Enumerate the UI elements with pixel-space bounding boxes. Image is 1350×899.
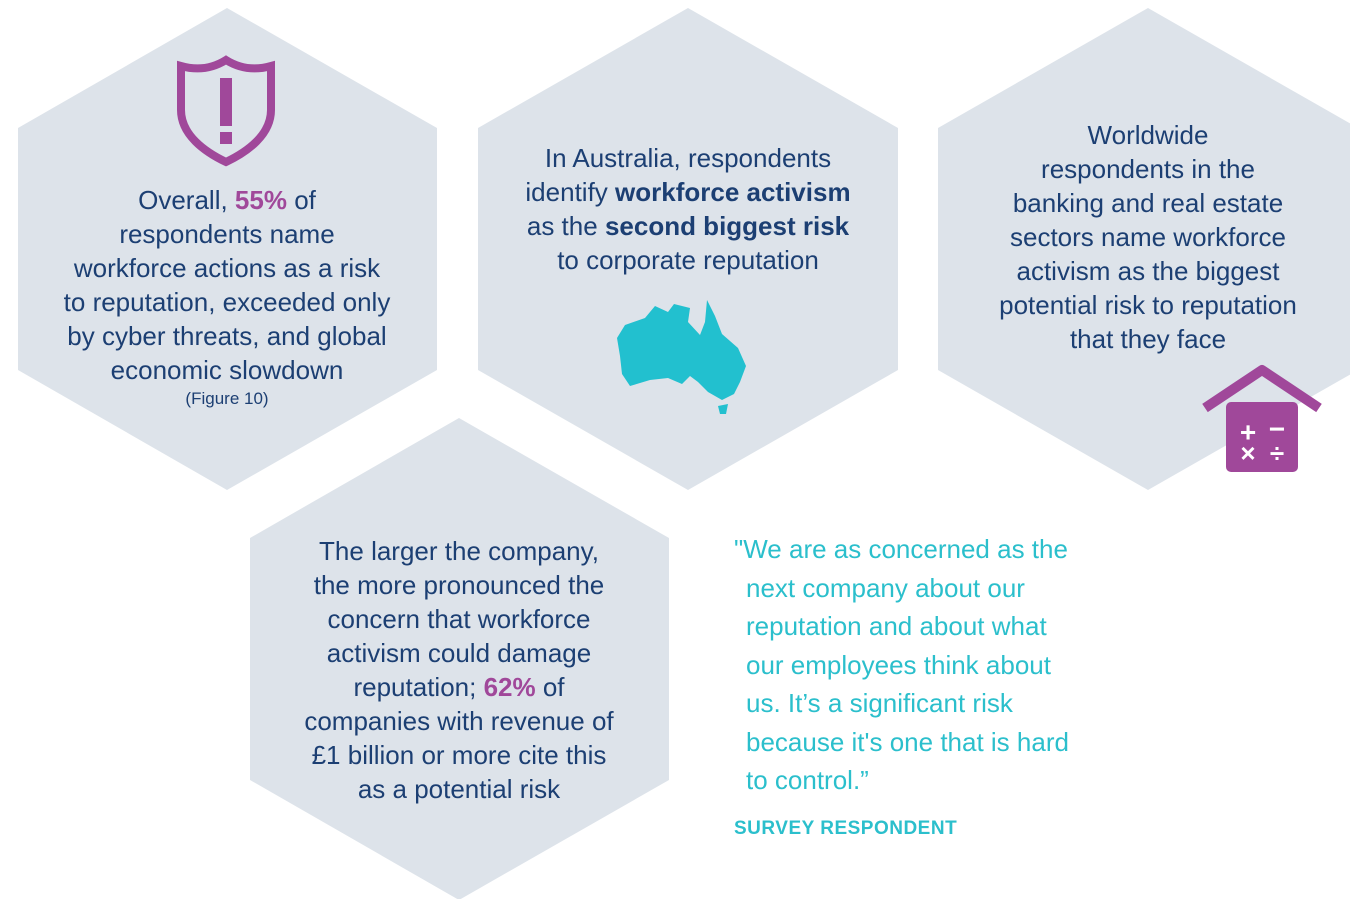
text-line: as the second biggest risk <box>488 209 888 243</box>
svg-text:+: + <box>1240 416 1256 447</box>
quote-line: our employees think about <box>746 649 1051 680</box>
text-line: to corporate reputation <box>488 243 888 277</box>
svg-text:÷: ÷ <box>1270 438 1284 468</box>
hexagon <box>938 8 1350 490</box>
quote: "We are as concerned as the next company … <box>734 530 1069 800</box>
text-line: sectors name workforce <box>948 220 1348 254</box>
text-line: identify workforce activism <box>488 175 888 209</box>
text-line: reputation; 62% of <box>259 670 659 704</box>
text-run: Overall, <box>138 185 235 215</box>
text-line: £1 billion or more cite this <box>259 738 659 772</box>
hexagon <box>478 8 898 490</box>
text-run: workforce actions as a risk <box>73 253 381 283</box>
quote-line: because it's one that is hard <box>746 726 1069 757</box>
text-line: respondents name <box>27 217 427 251</box>
text-run: respondents name <box>119 219 335 249</box>
text-run: reputation; <box>353 672 484 702</box>
text-run: by cyber threats, and global <box>67 321 387 351</box>
text-line: In Australia, respondents <box>488 141 888 175</box>
quote-line: to control.” <box>746 765 869 795</box>
text-run: respondents in the <box>1041 154 1255 184</box>
text-run: that they face <box>1069 324 1227 354</box>
text-line: respondents in the <box>948 152 1348 186</box>
text-run: the more pronounced the <box>313 570 605 600</box>
text-run: companies with revenue of <box>304 706 614 736</box>
text-run: as the <box>526 211 605 241</box>
hexagon-text: The larger the company, the more pronounc… <box>259 534 659 806</box>
house-calculator-icon: + − × ÷ <box>1202 365 1322 472</box>
hexagon-text: Overall, 55% of respondents name workforce… <box>27 183 427 411</box>
text-run: identify <box>525 177 616 207</box>
text-run: In Australia, respondents <box>544 143 832 173</box>
emphasis-run: second biggest risk <box>604 211 850 241</box>
text-run: Worldwide <box>1087 120 1209 150</box>
hexagon-text: In Australia, respondents identify workfo… <box>488 141 888 277</box>
text-run: to reputation, exceeded only <box>63 287 391 317</box>
text-run: banking and real estate <box>1012 188 1284 218</box>
quote-line: "We are as concerned as the <box>734 534 1068 564</box>
text-line: that they face <box>948 322 1348 356</box>
text-line: activism could damage <box>259 636 659 670</box>
text-line: The larger the company, <box>259 534 659 568</box>
text-line: banking and real estate <box>948 186 1348 220</box>
text-line: to reputation, exceeded only <box>27 285 427 319</box>
quote-line: us. It’s a significant risk <box>746 688 1013 718</box>
quote-line: next company about our <box>746 572 1025 603</box>
hexagon <box>18 8 437 490</box>
text-run: economic slowdown <box>110 355 344 385</box>
text-line: as a potential risk <box>259 772 659 806</box>
text-run: activism as the biggest <box>1016 256 1280 286</box>
emphasis-run: 55% <box>234 185 287 215</box>
emphasis-run: workforce activism <box>615 177 851 207</box>
quote-line: reputation and about what <box>746 611 1047 641</box>
australia-icon <box>617 300 746 414</box>
shield-icon <box>177 55 275 167</box>
text-run: The larger the company, <box>319 536 599 566</box>
svg-text:×: × <box>1240 438 1255 468</box>
text-line: companies with revenue of <box>259 704 659 738</box>
text-run: £1 billion or more cite this <box>311 740 607 770</box>
emphasis-run: 62% <box>483 672 536 702</box>
text-line: workforce actions as a risk <box>27 251 427 285</box>
text-line: by cyber threats, and global <box>27 319 427 353</box>
text-line: the more pronounced the <box>259 568 659 602</box>
hexagon-text: Worldwide respondents in the banking and r… <box>948 118 1348 356</box>
text-line: activism as the biggest <box>948 254 1348 288</box>
text-run: of <box>286 185 316 215</box>
svg-text:−: − <box>1269 413 1285 444</box>
text-run: potential risk to reputation <box>999 290 1297 320</box>
figure-note: (Figure 10) <box>185 389 269 408</box>
text-run: concern that workforce <box>327 604 591 634</box>
text-run: of <box>535 672 565 702</box>
quote-attribution: SURVEY RESPONDENT <box>734 818 958 839</box>
text-run: to corporate reputation <box>557 245 819 275</box>
text-line: Worldwide <box>948 118 1348 152</box>
text-line: economic slowdown <box>27 353 427 387</box>
text-run: activism could damage <box>326 638 592 668</box>
text-run: sectors name workforce <box>1010 222 1286 252</box>
hexagon <box>250 418 669 899</box>
text-run: as a potential risk <box>357 774 561 804</box>
text-line: concern that workforce <box>259 602 659 636</box>
text-line: Overall, 55% of <box>27 183 427 217</box>
text-line: potential risk to reputation <box>948 288 1348 322</box>
